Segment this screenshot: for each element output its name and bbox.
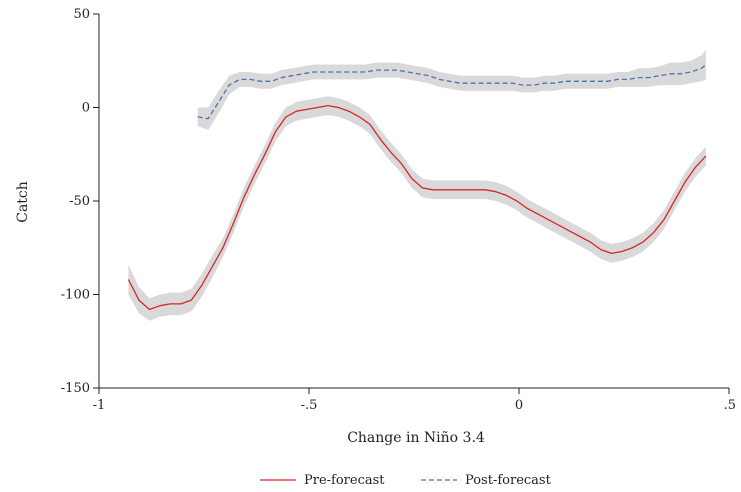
- y-tick-label: -150: [61, 381, 90, 396]
- x-tick-label: 0: [515, 398, 523, 413]
- post-forecast-line: [197, 64, 707, 120]
- legend-label-post-forecast: Post-forecast: [465, 473, 552, 488]
- y-ticks: -150 -100 -50 0 50: [61, 7, 99, 396]
- x-axis-label: Change in Niño 3.4: [347, 430, 485, 446]
- post-forecast-confidence-band: [197, 49, 706, 130]
- confidence-bands: [128, 49, 706, 321]
- series-lines: [127, 64, 707, 311]
- pre-forecast-line: [127, 104, 707, 311]
- pre-forecast-confidence-band: [128, 96, 706, 321]
- y-tick-label: 50: [73, 7, 90, 22]
- legend-label-pre-forecast: Pre-forecast: [304, 473, 385, 488]
- legend: Pre-forecast Post-forecast: [260, 473, 552, 488]
- x-ticks: -1 -.5 0 .5: [93, 388, 736, 413]
- x-tick-label: -1: [93, 398, 106, 413]
- x-tick-label: .5: [724, 398, 736, 413]
- x-tick-label: -.5: [301, 398, 318, 413]
- y-axis-label: Catch: [15, 181, 31, 223]
- axes: -150 -100 -50 0 50 -1 -.5 0 .5: [61, 7, 736, 413]
- y-tick-label: -50: [69, 194, 90, 209]
- y-tick-label: -100: [61, 288, 90, 303]
- y-tick-label: 0: [82, 101, 90, 116]
